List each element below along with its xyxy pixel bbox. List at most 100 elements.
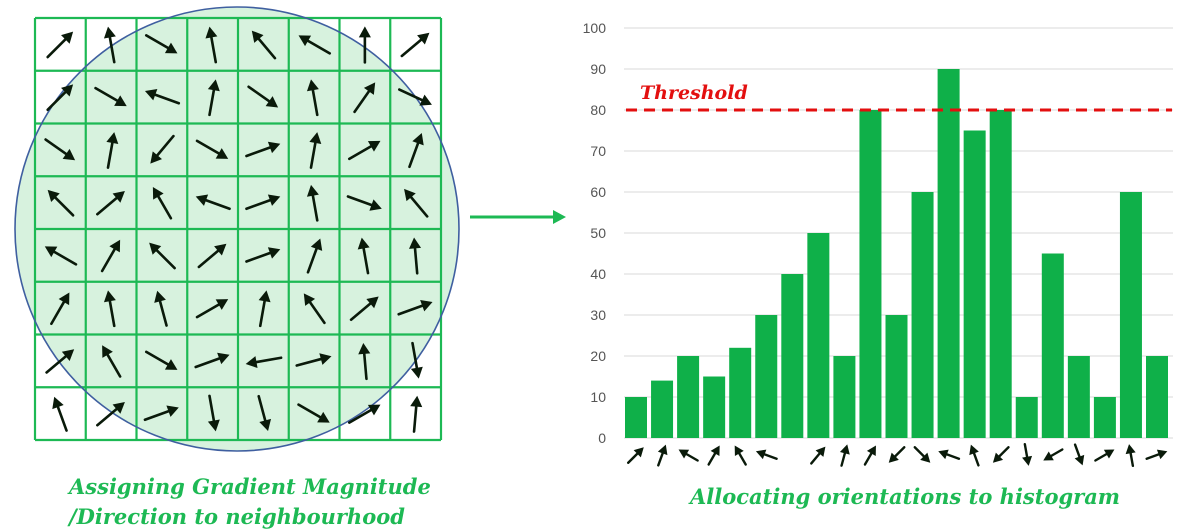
histogram-bar	[1146, 356, 1168, 438]
gradient-arrow	[306, 184, 319, 222]
left-caption-line1: Assigning Gradient Magnitude	[69, 474, 431, 499]
gradient-arrow	[257, 394, 272, 432]
gradient-arrow	[207, 394, 220, 432]
histogram-bar	[1041, 253, 1064, 438]
gradient-arrow	[410, 395, 423, 433]
gradient-arrow	[408, 132, 424, 169]
histogram-bar	[625, 397, 647, 438]
left-caption-line2: /Direction to neighbourhood	[69, 504, 405, 529]
gradient-arrow	[197, 243, 227, 269]
orientation-arrow	[1022, 442, 1033, 466]
orientation-arrow	[839, 444, 850, 467]
histogram-bar	[651, 380, 674, 438]
y-tick-label: 0	[598, 430, 606, 446]
histogram-bar	[755, 315, 778, 438]
histogram-bar	[807, 233, 830, 438]
orientation-arrow	[888, 446, 906, 463]
histogram-bars	[625, 69, 1168, 438]
gradient-arrow	[44, 246, 78, 266]
gradient-arrow	[309, 132, 322, 169]
gradient-arrow	[149, 242, 176, 270]
gradient-arrow	[349, 296, 379, 321]
gradient-arrow	[247, 85, 279, 108]
y-tick-label: 10	[590, 389, 606, 405]
gradient-arrow	[357, 237, 370, 275]
gradient-arrow	[47, 189, 75, 217]
gradient-arrow	[245, 247, 281, 263]
gradient-arrow	[410, 341, 423, 379]
gradient-arrow	[195, 299, 229, 319]
histogram-bar	[1093, 397, 1116, 438]
y-tick-label: 80	[590, 102, 606, 118]
neighbourhood-grid	[33, 16, 443, 442]
gradient-arrow	[96, 402, 125, 427]
y-tick-label: 100	[583, 20, 607, 36]
orientation-arrow	[1145, 449, 1168, 460]
histogram-bar	[911, 192, 934, 438]
gradient-arrow	[103, 290, 116, 328]
gradient-arrow	[347, 404, 381, 424]
gradient-arrow	[306, 238, 323, 274]
gradient-arrow	[143, 405, 179, 422]
y-tick-label: 50	[590, 225, 606, 241]
gradient-arrow	[397, 300, 433, 316]
gradient-arrow	[96, 191, 125, 216]
orientation-arrow	[734, 445, 747, 466]
orientation-arrow	[913, 446, 931, 463]
gradient-arrow	[404, 188, 429, 218]
histogram-bar	[703, 376, 726, 438]
gradient-arrow	[152, 187, 173, 220]
gradient-arrow	[408, 237, 422, 275]
gradient-arrow	[303, 293, 326, 325]
gradient-arrow	[347, 140, 381, 161]
y-tick-label: 60	[590, 184, 606, 200]
orientation-bin-arrows	[627, 442, 1168, 468]
gradient-arrow	[106, 132, 119, 169]
gradient-arrow	[52, 396, 68, 432]
orientation-arrow	[1125, 444, 1136, 468]
left-caption: Assigning Gradient Magnitude /Direction …	[69, 472, 489, 532]
gradient-arrow	[144, 34, 178, 54]
histogram-bar	[729, 347, 752, 438]
right-caption: Allocating orientations to histogram	[690, 484, 1121, 509]
gradient-arrow	[50, 292, 70, 326]
gradient-arrow	[144, 350, 178, 370]
y-tick-label: 90	[590, 61, 606, 77]
gradient-arrow	[358, 342, 371, 381]
gradient-arrow	[46, 31, 74, 59]
neighbourhood-panel	[14, 6, 460, 452]
histogram-bar	[937, 69, 960, 438]
gradient-arrow	[150, 134, 175, 164]
gradient-arrow	[195, 194, 231, 211]
histogram-bar	[963, 130, 986, 438]
orientation-arrow	[707, 445, 720, 466]
gradient-arrow	[297, 403, 330, 423]
orientation-arrow	[1043, 448, 1064, 461]
histogram-bar	[885, 315, 908, 438]
orientation-arrow	[938, 449, 961, 460]
histogram-bar	[781, 274, 804, 438]
orientation-arrow	[863, 445, 876, 466]
gradient-arrow	[46, 84, 74, 112]
y-tick-labels: 0 10 20 30 40 50 60 70 80 90 100	[583, 20, 607, 446]
gradient-arrow	[103, 26, 116, 64]
gradient-arrow	[44, 138, 76, 161]
histogram-bar	[1015, 397, 1038, 438]
gradient-arrow	[298, 35, 332, 55]
y-tick-label: 70	[590, 143, 606, 159]
orientation-arrow	[678, 449, 699, 462]
histogram-bar	[1119, 192, 1142, 438]
gradient-arrow	[195, 139, 229, 159]
gradient-arrow	[353, 82, 376, 114]
gradient-arrow	[295, 353, 332, 367]
orientation-arrow	[1073, 443, 1085, 466]
gradient-arrow	[245, 194, 281, 211]
gradient-arrow	[398, 88, 432, 106]
orientation-arrow	[969, 444, 980, 467]
neighbourhood-circle-outline	[14, 6, 460, 452]
gradient-arrow	[94, 86, 127, 107]
orientation-histogram: 0 10 20 30 40 50 60 70 80 90 100 Threshold	[583, 20, 1173, 468]
orientation-arrow	[992, 446, 1010, 463]
histogram-bar	[833, 356, 856, 438]
